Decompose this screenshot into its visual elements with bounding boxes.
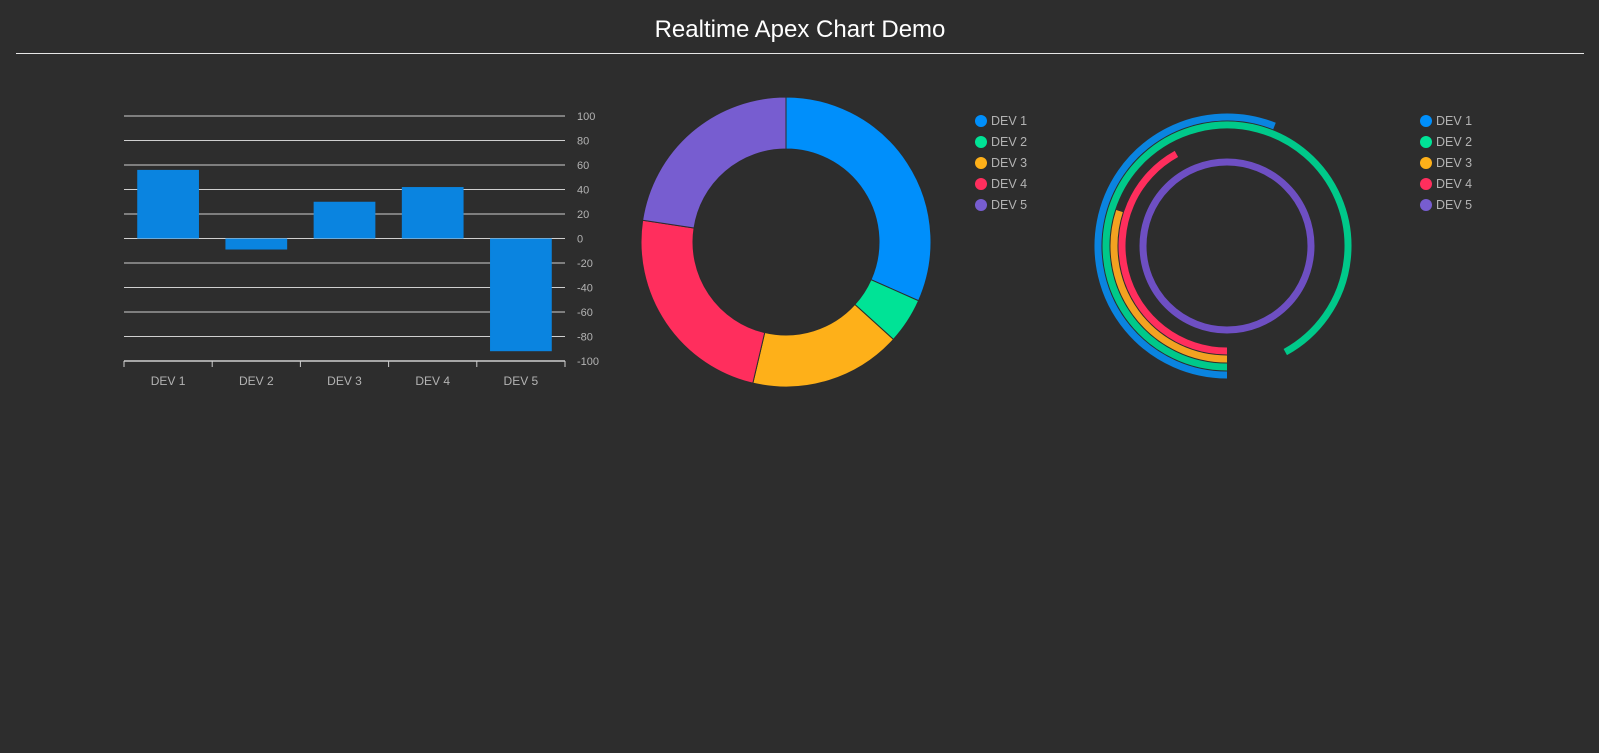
legend-item[interactable]: DEV 3 bbox=[975, 152, 1027, 173]
legend-marker bbox=[975, 114, 987, 127]
y-tick-label: -100 bbox=[577, 356, 599, 368]
bar bbox=[225, 238, 288, 250]
donut-slice bbox=[785, 96, 932, 302]
legend-item[interactable]: DEV 3 bbox=[1420, 152, 1472, 173]
radial-bar bbox=[1094, 113, 1276, 379]
legend-marker bbox=[975, 135, 987, 148]
radial-bar-chart bbox=[1094, 113, 1352, 379]
donut-slice bbox=[640, 219, 766, 384]
bar bbox=[490, 238, 552, 352]
legend-label: DEV 3 bbox=[1436, 155, 1473, 170]
donut-slice bbox=[642, 96, 787, 229]
y-tick-label: -40 bbox=[577, 283, 593, 295]
legend-item[interactable]: DEV 4 bbox=[1420, 173, 1472, 194]
donut-legend: DEV 1 DEV 2 DEV 3 DEV 4 DEV 5 bbox=[975, 110, 1027, 215]
x-category-label: DEV 4 bbox=[415, 374, 450, 388]
legend-label: DEV 5 bbox=[1436, 197, 1473, 212]
legend-marker bbox=[1420, 177, 1432, 190]
legend-label: DEV 2 bbox=[1436, 134, 1473, 149]
legend-item[interactable]: DEV 2 bbox=[975, 131, 1027, 152]
legend-item[interactable]: DEV 1 bbox=[1420, 110, 1472, 131]
bar bbox=[137, 169, 199, 239]
radial-bar bbox=[1139, 158, 1315, 334]
x-category-label: DEV 3 bbox=[327, 374, 362, 388]
bar-chart: 100 80 60 40 20 0 -20 -40 -60 -80 -100 DEV 1 DEV 2 DE… bbox=[123, 111, 599, 388]
y-tick-label: -80 bbox=[577, 332, 593, 344]
legend-item[interactable]: DEV 1 bbox=[975, 110, 1027, 131]
bar bbox=[313, 201, 376, 239]
y-tick-label: 80 bbox=[577, 136, 589, 148]
legend-label: DEV 1 bbox=[991, 113, 1028, 128]
y-tick-label: 100 bbox=[577, 111, 595, 123]
y-tick-label: 60 bbox=[577, 160, 589, 172]
legend-marker bbox=[1420, 114, 1432, 127]
radial-bar bbox=[1110, 210, 1228, 363]
radial-legend: DEV 1 DEV 2 DEV 3 DEV 4 DEV 5 bbox=[1420, 110, 1472, 215]
page-title: Realtime Apex Chart Demo bbox=[654, 16, 946, 43]
legend-item[interactable]: DEV 5 bbox=[975, 194, 1027, 215]
radial-bar bbox=[1102, 121, 1352, 371]
legend-item[interactable]: DEV 4 bbox=[975, 173, 1027, 194]
legend-label: DEV 5 bbox=[991, 197, 1028, 212]
legend-label: DEV 2 bbox=[991, 134, 1028, 149]
legend-marker bbox=[975, 177, 987, 190]
donut-chart bbox=[640, 96, 932, 388]
x-category-label: DEV 2 bbox=[239, 374, 274, 388]
legend-marker bbox=[975, 198, 987, 211]
x-category-label: DEV 5 bbox=[504, 374, 539, 388]
y-tick-label: -20 bbox=[577, 258, 593, 270]
y-tick-label: -60 bbox=[577, 307, 593, 319]
y-tick-label: 0 bbox=[577, 234, 583, 246]
legend-marker bbox=[1420, 156, 1432, 169]
legend-label: DEV 1 bbox=[1436, 113, 1473, 128]
legend-marker bbox=[975, 156, 987, 169]
x-category-label: DEV 1 bbox=[151, 374, 186, 388]
legend-marker bbox=[1420, 198, 1432, 211]
y-tick-label: 40 bbox=[577, 185, 589, 197]
y-tick-label: 20 bbox=[577, 209, 589, 221]
legend-marker bbox=[1420, 135, 1432, 148]
page-header: Realtime Apex Chart Demo bbox=[16, 0, 1584, 54]
radial-bar bbox=[1118, 150, 1228, 355]
legend-item[interactable]: DEV 5 bbox=[1420, 194, 1472, 215]
legend-label: DEV 4 bbox=[991, 176, 1028, 191]
legend-label: DEV 3 bbox=[991, 155, 1028, 170]
bar bbox=[401, 187, 464, 239]
legend-item[interactable]: DEV 2 bbox=[1420, 131, 1472, 152]
legend-label: DEV 4 bbox=[1436, 176, 1473, 191]
